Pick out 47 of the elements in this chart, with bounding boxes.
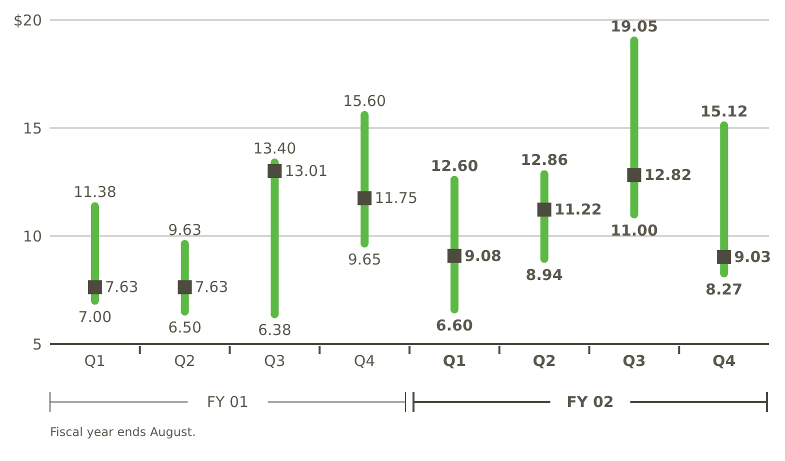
point <box>447 248 462 263</box>
data-label: 6.60 <box>436 316 473 334</box>
data-label: 19.05 <box>610 18 658 36</box>
data-label: 11.22 <box>554 200 602 219</box>
x-tick-label: Q3 <box>622 352 646 370</box>
data-label: 11.38 <box>73 183 116 202</box>
data-label: 15.60 <box>343 92 386 110</box>
point <box>268 164 282 178</box>
point <box>717 250 732 264</box>
point <box>178 280 192 294</box>
x-tick-label: Q3 <box>264 352 286 370</box>
x-tick-label: Q4 <box>354 352 376 370</box>
data-label: 13.01 <box>284 162 328 180</box>
x-tick-label: Q2 <box>174 352 196 370</box>
data-label: 15.12 <box>700 102 748 120</box>
data-label: 6.38 <box>258 321 292 340</box>
data-label: 7.00 <box>78 308 112 326</box>
point <box>358 191 372 206</box>
x-tick-label: Q2 <box>532 352 556 370</box>
y-tick-label: $20 <box>13 11 42 30</box>
data-label: 12.82 <box>644 166 692 184</box>
y-tick-label: 10 <box>22 227 42 246</box>
point <box>627 168 642 182</box>
data-label: 9.03 <box>734 248 772 266</box>
y-tick-label: 15 <box>22 119 42 138</box>
data-label: 9.65 <box>348 250 382 269</box>
data-label: 9.63 <box>168 220 202 239</box>
data-label: 6.50 <box>168 318 202 337</box>
data-label: 12.86 <box>520 151 568 170</box>
text: FY 02 <box>566 393 614 411</box>
point <box>88 280 102 294</box>
x-tick-label: Q1 <box>442 352 466 370</box>
data-label: 8.27 <box>706 280 743 298</box>
data-label: 13.40 <box>253 140 296 158</box>
x-tick-label: Q1 <box>84 352 106 370</box>
data-label: 9.08 <box>464 246 502 265</box>
data-label: 8.94 <box>526 266 563 284</box>
point <box>537 202 552 217</box>
x-tick-label: Q4 <box>712 352 736 370</box>
data-label: 11.00 <box>610 221 658 240</box>
y-tick-label: 5 <box>32 335 42 354</box>
data-label: 11.75 <box>374 189 418 208</box>
data-label: 7.63 <box>104 278 138 296</box>
text: FY 01 <box>206 393 249 411</box>
text: Fiscal year ends August. <box>50 425 196 439</box>
data-label: 7.63 <box>194 278 228 296</box>
data-label: 12.60 <box>430 156 478 175</box>
